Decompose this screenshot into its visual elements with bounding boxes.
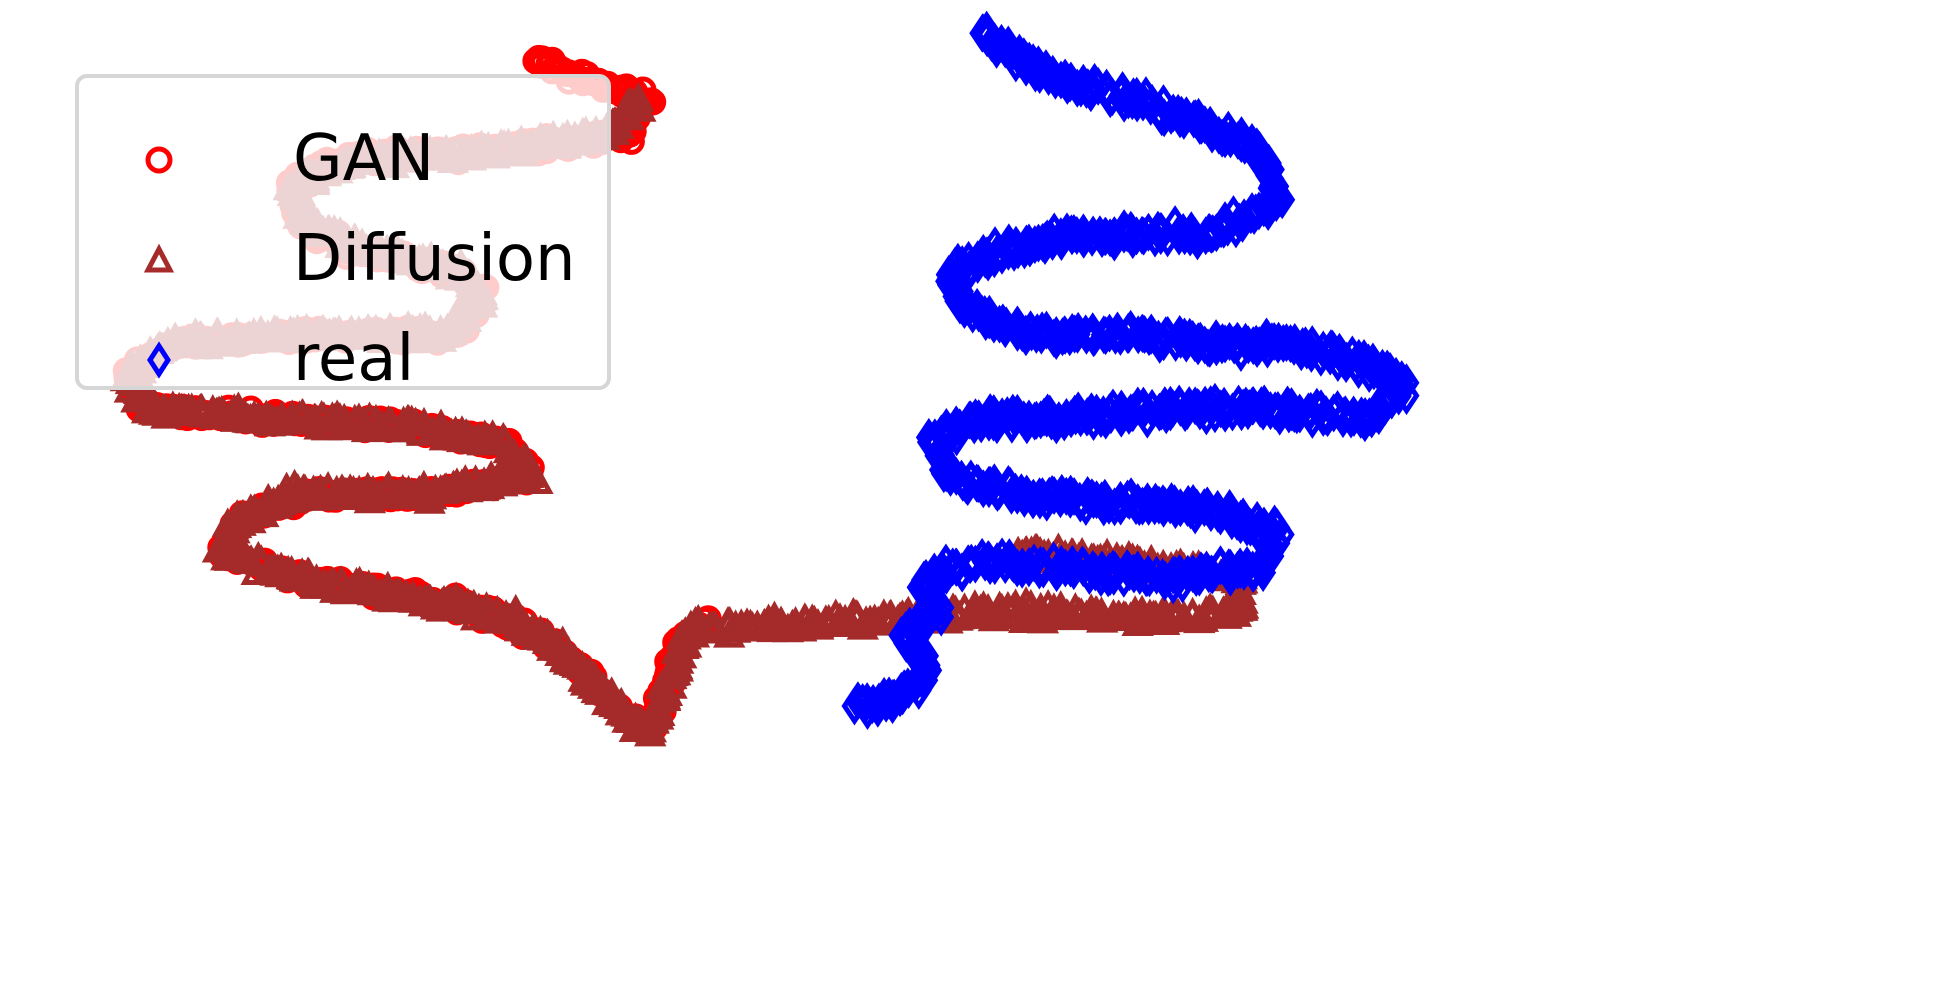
legend-marker-triangle: [143, 243, 175, 273]
point-real-460: [1219, 392, 1246, 432]
legend-label-real: real: [293, 322, 415, 396]
point-diffusion-765: [648, 673, 682, 703]
legend-marker-diamond: [147, 341, 171, 379]
point-diffusion-953: [1167, 600, 1201, 631]
legend-marker-circle: [145, 146, 173, 174]
legend-label-diffusion: Diffusion: [293, 222, 576, 296]
point-real-711: [1217, 548, 1244, 588]
legend-entry-gan: GAN: [79, 110, 607, 210]
point-real-883: [841, 686, 868, 726]
point-real-357: [1273, 323, 1300, 363]
point-real-881: [854, 690, 881, 731]
point-real-583: [958, 460, 985, 500]
legend-label-gan: GAN: [293, 122, 435, 196]
legend: GAN Diffusion real: [75, 74, 611, 394]
point-real-289: [1073, 315, 1100, 355]
point-real-333: [1203, 327, 1230, 367]
point-real-793: [962, 544, 989, 584]
point-diffusion-568: [257, 486, 290, 517]
point-real-632: [1107, 480, 1134, 520]
point-diffusion-699: [509, 609, 542, 640]
legend-entry-diffusion: Diffusion: [79, 210, 607, 310]
point-real-301: [1107, 316, 1134, 356]
point-real-314: [1145, 319, 1172, 359]
legend-entry-real: real: [79, 310, 607, 410]
